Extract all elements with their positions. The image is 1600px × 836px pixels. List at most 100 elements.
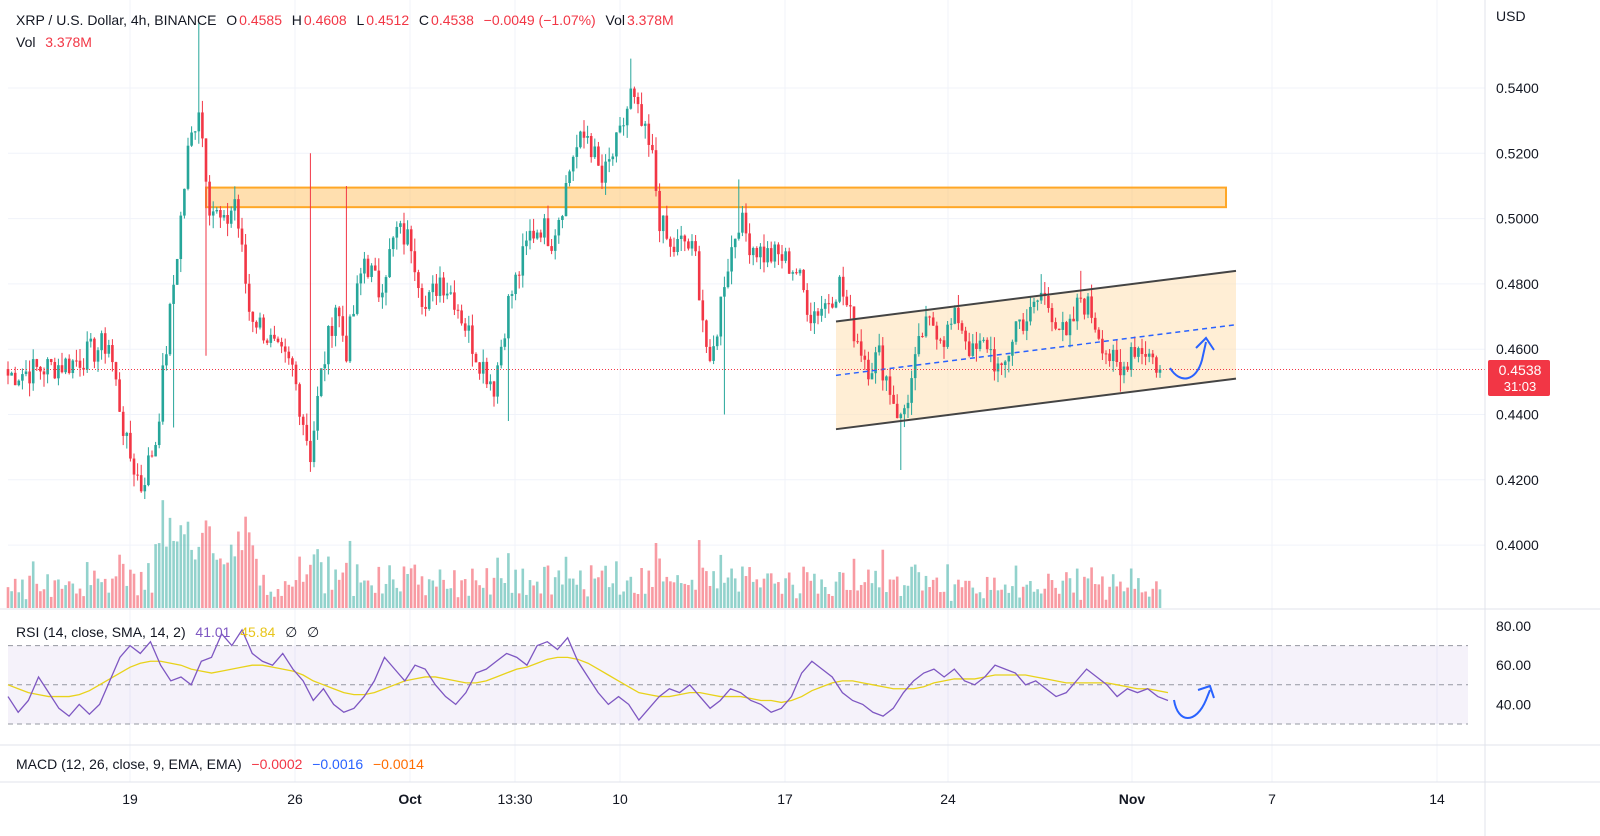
volume-bar — [935, 577, 939, 608]
volume-bar — [507, 553, 510, 608]
candle — [460, 304, 463, 326]
volume-bar — [1050, 580, 1054, 608]
volume-bar — [625, 580, 629, 608]
volume-bar — [31, 561, 35, 608]
candle — [175, 258, 179, 285]
volume-bar — [597, 577, 600, 608]
volume-bar — [499, 578, 503, 608]
vol2-label: Vol — [16, 34, 36, 50]
candle — [1115, 339, 1119, 367]
volume-bar — [733, 578, 737, 608]
volume-bar — [233, 556, 237, 608]
volume-bar — [784, 578, 787, 608]
candle — [643, 120, 647, 139]
volume-bar — [409, 568, 413, 608]
candle — [744, 203, 748, 242]
volume-bar — [391, 579, 395, 608]
candle — [892, 385, 895, 405]
volume-bar — [643, 593, 647, 608]
candle — [28, 360, 31, 397]
volume-bar — [658, 558, 661, 608]
bounce-arrow-rsi-head — [1197, 684, 1215, 699]
candle — [276, 336, 280, 344]
volume-bar — [622, 591, 625, 608]
candle — [985, 337, 989, 353]
volume-bar — [838, 572, 841, 608]
candle — [197, 22, 201, 144]
candle — [679, 225, 683, 251]
candle — [787, 247, 791, 275]
volume-bar — [676, 575, 679, 608]
candle — [849, 294, 852, 319]
volume-bar — [186, 521, 190, 608]
candle — [1039, 274, 1043, 304]
candle — [13, 366, 17, 386]
candle — [413, 238, 417, 282]
candle — [111, 339, 114, 372]
volume-bar — [75, 593, 78, 608]
volume-bar — [485, 568, 489, 608]
volume-bar — [1061, 580, 1065, 608]
candle — [240, 217, 244, 252]
candle — [838, 275, 841, 304]
volume-bar — [910, 566, 913, 608]
volume-bar — [201, 532, 204, 608]
candle — [510, 290, 514, 309]
volume-bar — [589, 565, 593, 608]
candle — [525, 231, 528, 256]
volume-bar — [809, 580, 813, 608]
time-tick-label: 7 — [1268, 791, 1276, 807]
rsi-legend-label: RSI (14, close, SMA, 14, 2) — [16, 624, 186, 640]
volume-bar — [1147, 596, 1151, 608]
symbol-title: XRP / U.S. Dollar, 4h, BINANCE — [16, 12, 217, 28]
candle — [903, 404, 906, 428]
volume-bar — [834, 581, 838, 608]
volume-bar — [1039, 593, 1043, 608]
rsi-panel — [7, 628, 1468, 725]
low-label: L — [356, 12, 365, 28]
candle — [867, 351, 870, 386]
candle — [773, 241, 777, 268]
volume-bar — [370, 585, 373, 608]
volume-bar — [489, 594, 492, 608]
candle — [1021, 312, 1025, 335]
candle — [622, 117, 625, 136]
volume-bar — [129, 569, 132, 608]
volume-bar — [859, 584, 863, 608]
volume-bar — [157, 543, 161, 608]
rsi-sma-value: 45.84 — [240, 624, 276, 640]
candle — [748, 223, 751, 264]
volume-bar — [10, 591, 13, 608]
candle — [485, 357, 489, 388]
volume-bar — [100, 582, 103, 608]
candle — [247, 273, 251, 321]
volume-bar — [341, 572, 345, 608]
candle — [791, 270, 795, 281]
volume-bar — [197, 546, 201, 608]
volume-bar — [769, 573, 773, 608]
open-label: O — [226, 12, 238, 28]
volume-bar — [687, 585, 690, 608]
rsi-line — [7, 628, 1169, 722]
volume-bar — [294, 580, 298, 608]
volume-bar — [406, 573, 409, 608]
candle — [910, 370, 913, 415]
channel-mid-line — [835, 323, 1237, 377]
volume-bar — [985, 576, 989, 608]
candle — [823, 298, 827, 318]
volume-bar — [888, 579, 892, 608]
volume-bar — [1144, 591, 1147, 608]
candle — [1018, 319, 1021, 330]
volume-bar — [463, 579, 467, 608]
volume-bar — [6, 587, 10, 608]
volume-bar — [323, 593, 327, 608]
candle — [665, 205, 669, 241]
bounce-arrow-rsi — [1173, 689, 1211, 719]
volume-bar — [996, 590, 1000, 608]
candle — [582, 120, 586, 149]
volume-bar — [118, 554, 121, 608]
candle — [168, 302, 172, 357]
candle — [49, 358, 53, 366]
rsi-tick-label: 80.00 — [1496, 618, 1531, 634]
